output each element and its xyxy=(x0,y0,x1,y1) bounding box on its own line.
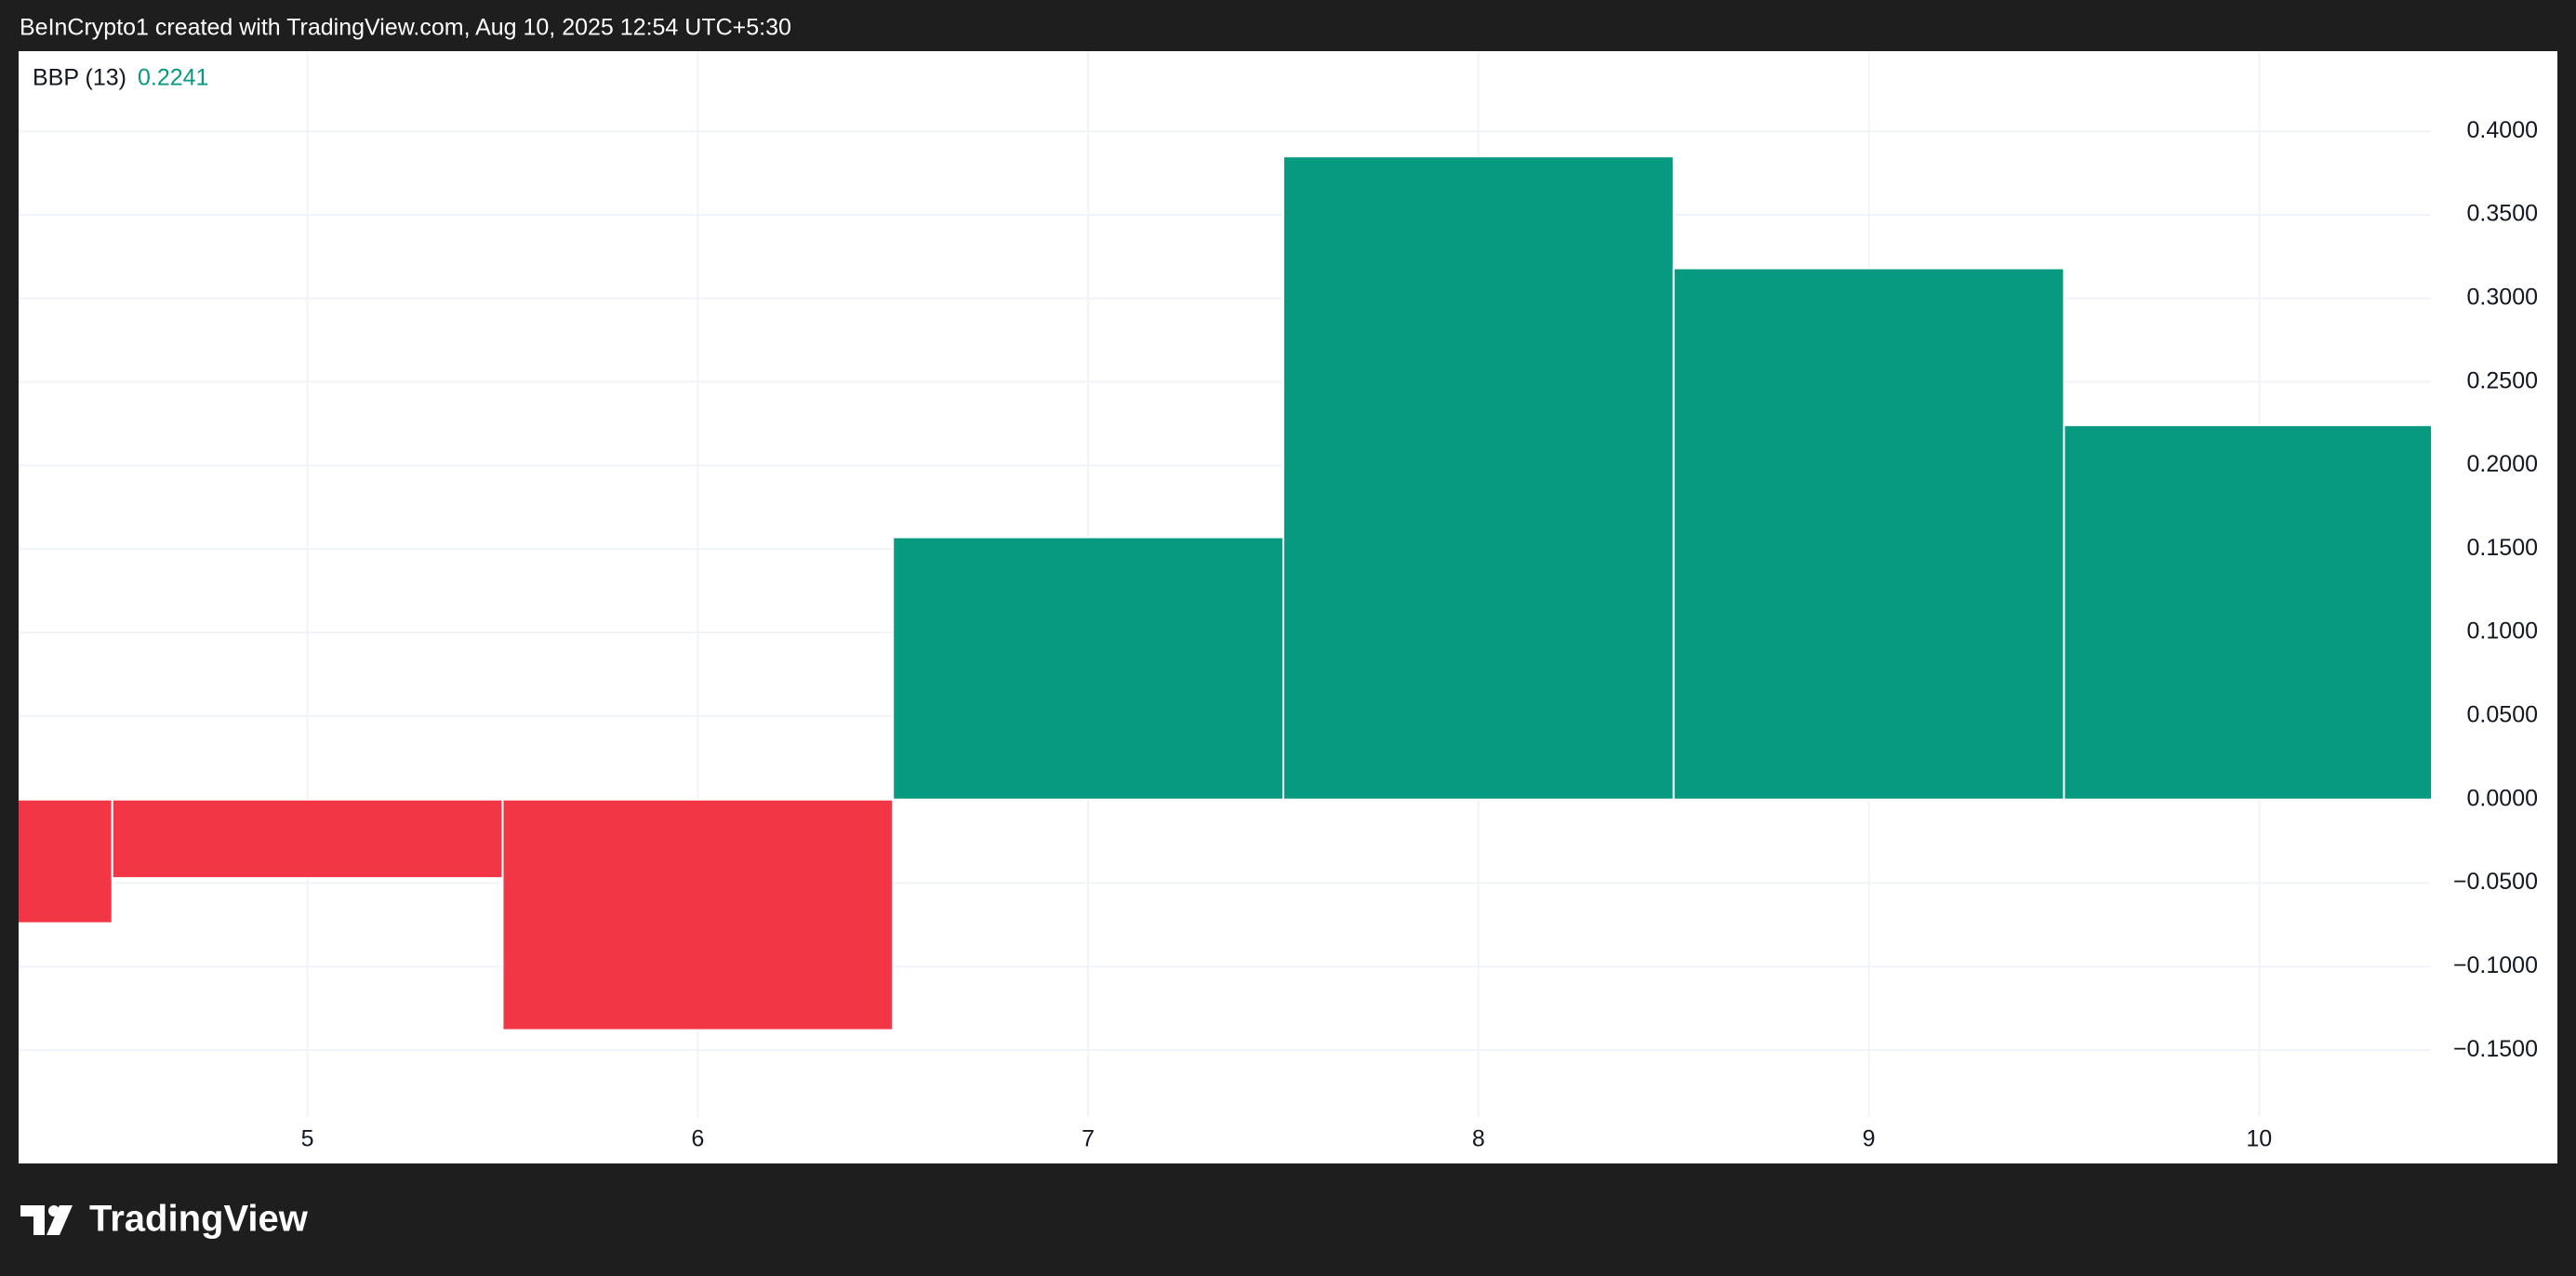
y-tick-label: 0.1000 xyxy=(2467,618,2538,645)
x-tick-label: 7 xyxy=(1082,1126,1095,1152)
header-text: BeInCrypto1 created with TradingView.com… xyxy=(20,15,791,41)
x-tick-label: 8 xyxy=(1472,1126,1485,1152)
bar xyxy=(892,536,1284,801)
indicator-value: 0.2241 xyxy=(138,65,208,91)
y-tick-label: −0.0500 xyxy=(2453,869,2538,895)
y-tick-label: 0.3500 xyxy=(2467,201,2538,227)
bar xyxy=(501,798,895,1031)
branding: TradingView xyxy=(89,1199,309,1240)
x-tick-label: 6 xyxy=(691,1126,704,1152)
x-tick-label: 5 xyxy=(301,1126,314,1152)
y-tick-label: −0.1000 xyxy=(2453,952,2538,978)
bars xyxy=(19,155,2431,1031)
indicator-name: BBP (13) xyxy=(33,65,126,91)
bar xyxy=(1281,155,1675,801)
y-tick-label: 0.3000 xyxy=(2467,284,2538,310)
y-tick-label: −0.1500 xyxy=(2453,1036,2538,1062)
x-tick-label: 9 xyxy=(1863,1126,1876,1152)
y-tick-label: 0.2000 xyxy=(2467,451,2538,477)
y-tick-label: 0.0000 xyxy=(2467,785,2538,811)
y-tick-label: 0.4000 xyxy=(2467,117,2538,143)
bar xyxy=(2063,424,2431,801)
x-tick-label: 10 xyxy=(2246,1126,2272,1152)
logo xyxy=(20,1205,73,1235)
y-tick-label: 0.2500 xyxy=(2467,367,2538,393)
bar xyxy=(1672,267,2065,801)
y-tick-label: 0.0500 xyxy=(2467,702,2538,728)
bar xyxy=(111,798,504,880)
y-tick-label: 0.1500 xyxy=(2467,535,2538,561)
